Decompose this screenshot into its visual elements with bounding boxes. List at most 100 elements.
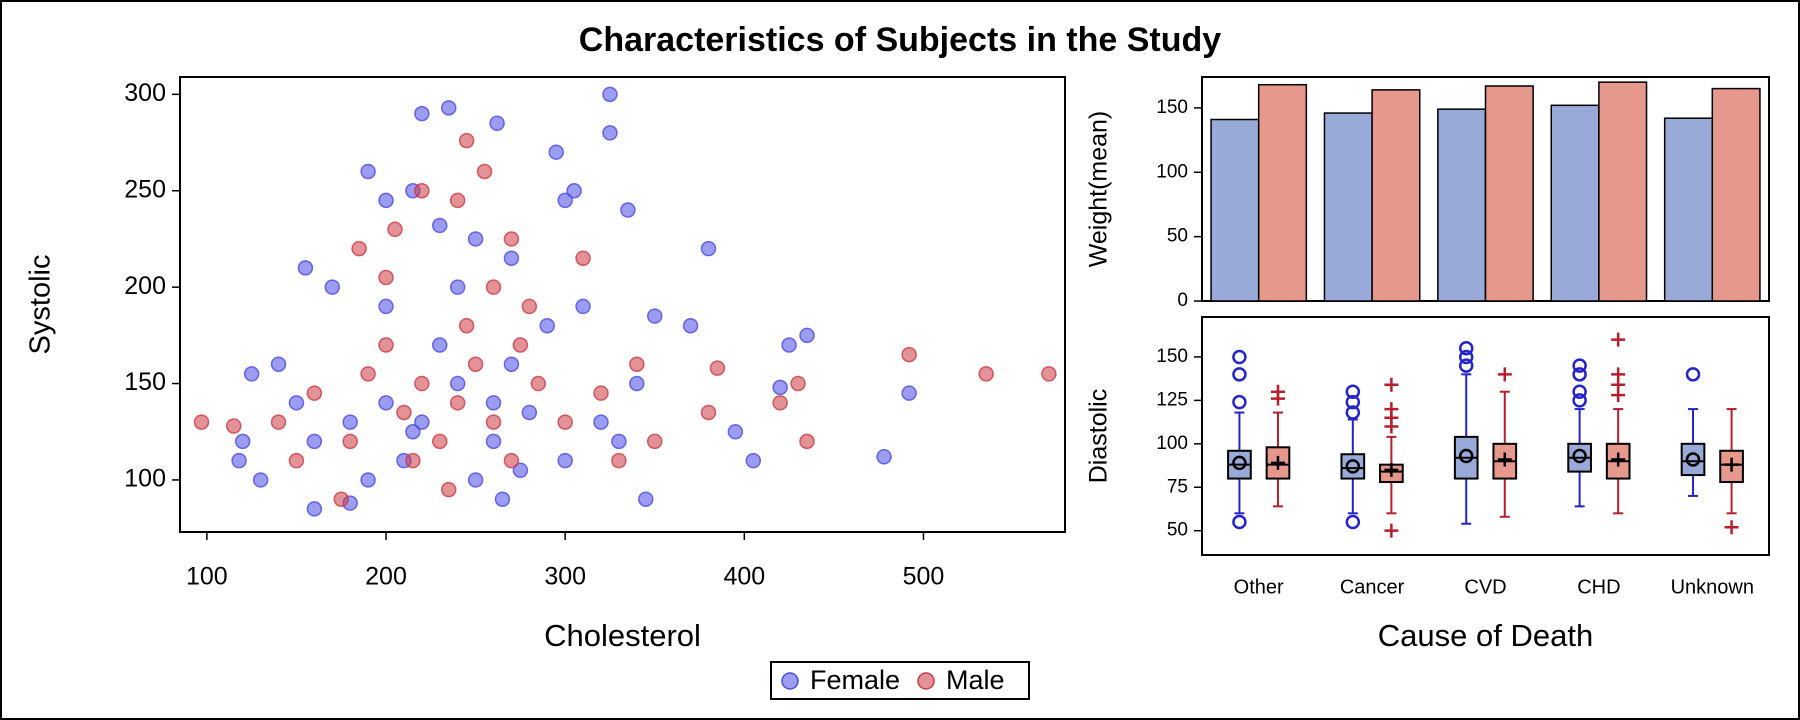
bar — [1663, 117, 1714, 302]
outlier — [1345, 394, 1361, 410]
figure-title: Characteristics of Subjects in the Study — [579, 21, 1221, 59]
scatter-series — [193, 132, 1057, 507]
x-tick-label: 400 — [723, 563, 765, 591]
outlier — [1232, 514, 1247, 530]
bar — [1711, 87, 1761, 302]
scatter-point — [467, 356, 484, 373]
scatter-point — [432, 433, 448, 450]
scatter-point — [405, 423, 421, 440]
mean-marker — [1611, 452, 1626, 467]
x-tick-label: Cancer — [1340, 576, 1405, 598]
outlier — [1384, 402, 1399, 417]
scatter-point — [901, 385, 917, 401]
scatter-point — [387, 221, 403, 238]
scatter-point — [449, 395, 466, 411]
scatter-point — [978, 366, 994, 382]
mean-marker — [1270, 455, 1285, 470]
outlier — [1345, 384, 1361, 399]
scatter-point — [485, 395, 502, 411]
scatter-point — [288, 452, 305, 469]
scatter-point — [620, 202, 636, 218]
scatter-point — [745, 452, 762, 469]
mean-marker — [1458, 448, 1474, 464]
scatter-point — [602, 86, 618, 103]
scatter-point — [306, 501, 323, 517]
scatter-point — [288, 395, 305, 411]
y-tick-label: 150 — [1156, 97, 1188, 118]
x-tick-label: CVD — [1464, 576, 1506, 598]
scatter-point — [503, 452, 520, 469]
scatter-point — [432, 217, 448, 234]
scatter-point — [575, 250, 591, 266]
scatter-point — [772, 379, 788, 396]
outlier — [1572, 358, 1587, 373]
y-tick-label: 50 — [1167, 226, 1188, 247]
scatter-point — [566, 183, 582, 199]
x-tick-label: 200 — [365, 563, 407, 591]
scatter-point — [324, 279, 341, 295]
scatter-point — [378, 269, 394, 286]
bar — [1210, 118, 1260, 302]
bar — [1484, 85, 1534, 302]
scatter-point — [638, 491, 654, 507]
plot-frame — [1201, 316, 1770, 556]
x-tick-label: 100 — [186, 563, 228, 591]
scatter-point — [629, 375, 645, 392]
scatter-point — [342, 433, 358, 450]
scatter-point — [1041, 366, 1057, 382]
scatter-series — [231, 86, 917, 517]
scatter-point — [727, 423, 744, 440]
scatter-point — [342, 414, 358, 430]
scatter-point — [467, 472, 484, 488]
scatter-point — [557, 414, 573, 430]
scatter-point — [593, 385, 609, 401]
scatter-point — [234, 433, 251, 450]
x-axis-label: Cause of Death — [1378, 618, 1593, 653]
outlier — [1345, 514, 1361, 530]
scatter-point — [458, 317, 475, 334]
scatter-point — [449, 279, 466, 295]
scatter-point — [503, 356, 520, 373]
scatter-point — [799, 327, 815, 344]
x-tick-label: Unknown — [1671, 576, 1754, 598]
bar — [1598, 81, 1648, 302]
bar — [1371, 89, 1421, 302]
x-tick-label: 300 — [544, 563, 586, 591]
mean-marker — [1232, 455, 1247, 471]
bar — [1257, 83, 1308, 302]
scatter-point — [682, 317, 699, 334]
box — [1340, 453, 1366, 480]
scatter-point — [252, 472, 269, 488]
scatter-point — [790, 375, 806, 392]
scatter-point — [440, 100, 457, 116]
scatter-point — [378, 337, 394, 353]
scatter-point — [772, 395, 788, 411]
y-tick-label: 150 — [124, 368, 166, 396]
y-tick-label: 250 — [124, 175, 166, 203]
scatter-point — [225, 418, 242, 434]
scatter-point — [360, 366, 376, 382]
x-tick-label: Other — [1234, 576, 1284, 598]
scatter-point — [414, 105, 430, 122]
scatter-point — [193, 414, 210, 430]
scatter-point — [557, 452, 573, 469]
y-tick-label: 100 — [1156, 161, 1188, 182]
scatter-point — [611, 433, 627, 450]
scatter-point — [378, 395, 394, 411]
legend-label: Male — [946, 665, 1005, 695]
scatter-point — [306, 433, 323, 450]
scatter-point — [270, 414, 287, 430]
bar — [1323, 112, 1373, 302]
y-axis-label: Systolic — [25, 255, 57, 355]
outlier — [1458, 341, 1474, 356]
outlier — [1572, 367, 1587, 382]
legend: Female Male — [770, 661, 1030, 700]
mean-marker — [1724, 457, 1739, 472]
bar — [1437, 108, 1487, 302]
plot-frame — [179, 76, 1066, 533]
mean-marker — [1384, 462, 1399, 477]
scatter-point — [414, 183, 430, 199]
y-tick-label: 200 — [124, 272, 166, 300]
scatter-point — [467, 231, 484, 247]
